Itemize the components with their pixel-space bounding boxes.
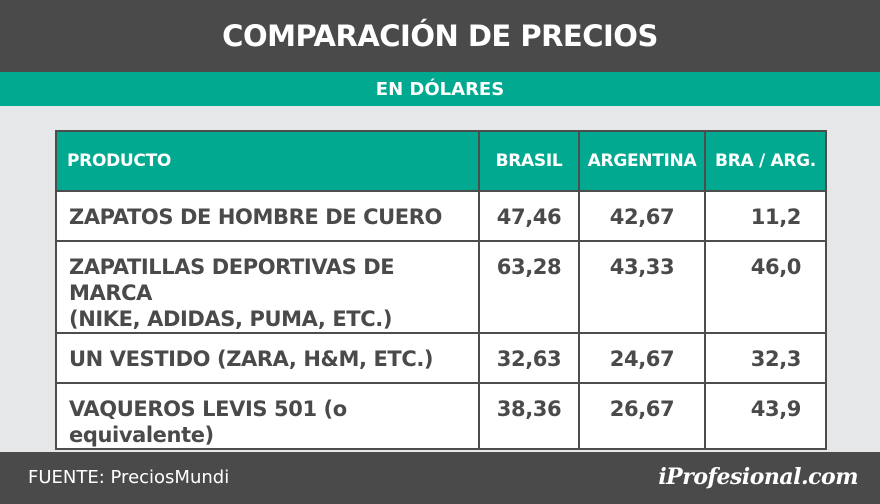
argentina-price-cell: 24,67 [578, 332, 706, 384]
column-header-argentina: ARGENTINA [578, 130, 706, 192]
argentina-price-cell: 26,67 [578, 382, 706, 450]
footer: FUENTE: PreciosMundi iProfesional.com [0, 452, 880, 504]
argentina-price-cell: 43,33 [578, 240, 706, 334]
table-row: ZAPATILLAS DEPORTIVAS DE MARCA (NIKE, AD… [55, 240, 827, 334]
brasil-price-cell: 32,63 [478, 332, 580, 384]
product-name-detail: (NIKE, ADIDAS, PUMA, ETC.) [69, 307, 393, 331]
column-header-brasil: BRASIL [478, 130, 580, 192]
ratio-cell: 32,3 [704, 332, 827, 384]
page-title: COMPARACIÓN DE PRECIOS [0, 0, 880, 72]
ratio-cell: 46,0 [704, 240, 827, 334]
product-cell: UN VESTIDO (ZARA, H&M, ETC.) [55, 332, 480, 384]
page-subtitle: EN DÓLARES [0, 72, 880, 106]
table-header-row: PRODUCTO BRASIL ARGENTINA BRA / ARG. [55, 130, 827, 192]
source-credit: FUENTE: PreciosMundi [28, 467, 230, 488]
table-row: VAQUEROS LEVIS 501 (o equivalente) 38,36… [55, 382, 827, 450]
argentina-price-cell: 42,67 [578, 190, 706, 242]
product-cell: ZAPATILLAS DEPORTIVAS DE MARCA (NIKE, AD… [55, 240, 480, 334]
brasil-price-cell: 38,36 [478, 382, 580, 450]
brasil-price-cell: 47,46 [478, 190, 580, 242]
product-name: UN VESTIDO (ZARA, H&M, ETC.) [69, 347, 434, 371]
brand-logo: iProfesional.com [658, 464, 858, 490]
price-comparison-table: PRODUCTO BRASIL ARGENTINA BRA / ARG. ZAP… [55, 130, 827, 450]
table-row: ZAPATOS DE HOMBRE DE CUERO 47,46 42,67 1… [55, 190, 827, 242]
ratio-cell: 11,2 [704, 190, 827, 242]
ratio-cell: 43,9 [704, 382, 827, 450]
product-name: VAQUEROS LEVIS 501 (o equivalente) [69, 397, 347, 447]
table-area: PRODUCTO BRASIL ARGENTINA BRA / ARG. ZAP… [0, 106, 880, 452]
table-row: UN VESTIDO (ZARA, H&M, ETC.) 32,63 24,67… [55, 332, 827, 384]
column-header-producto: PRODUCTO [55, 130, 480, 192]
product-name: ZAPATOS DE HOMBRE DE CUERO [69, 205, 442, 229]
product-cell: VAQUEROS LEVIS 501 (o equivalente) [55, 382, 480, 450]
column-header-ratio: BRA / ARG. [704, 130, 827, 192]
product-cell: ZAPATOS DE HOMBRE DE CUERO [55, 190, 480, 242]
product-name: ZAPATILLAS DEPORTIVAS DE MARCA [69, 255, 395, 305]
brasil-price-cell: 63,28 [478, 240, 580, 334]
